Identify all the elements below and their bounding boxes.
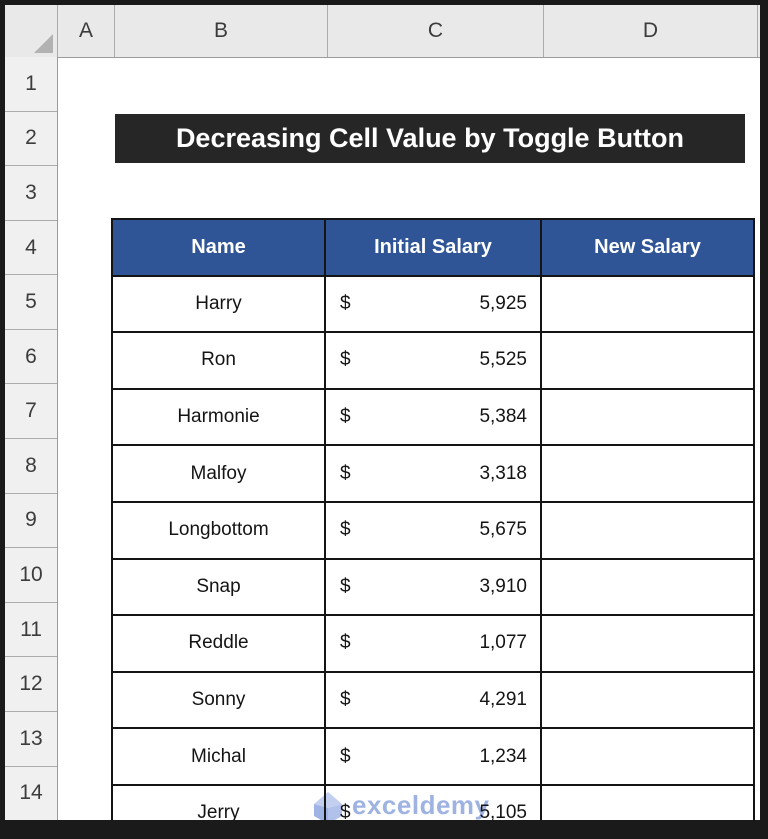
initial-salary-cell[interactable]: $4,291 bbox=[324, 670, 542, 730]
new-salary-cell[interactable] bbox=[540, 387, 755, 447]
row-header-6[interactable]: 6 bbox=[5, 330, 57, 385]
row-header-14[interactable]: 14 bbox=[19, 781, 43, 805]
new-salary-cell[interactable] bbox=[540, 444, 755, 503]
new-salary-cell[interactable] bbox=[540, 783, 755, 820]
table-row: Longbottom $5,675 bbox=[111, 500, 755, 560]
row-header-10[interactable]: 10 bbox=[5, 548, 57, 603]
new-salary-cell[interactable] bbox=[540, 500, 755, 560]
initial-salary-cell[interactable]: $5,675 bbox=[324, 500, 542, 560]
new-salary-cell[interactable] bbox=[540, 274, 755, 334]
name-cell[interactable]: Snap bbox=[111, 557, 326, 617]
initial-salary-cell[interactable]: $1,077 bbox=[324, 614, 542, 673]
initial-salary-cell[interactable]: $5,925 bbox=[324, 274, 542, 334]
currency-symbol: $ bbox=[340, 632, 351, 654]
currency-symbol: $ bbox=[340, 462, 351, 484]
row-header-13[interactable]: 13 bbox=[5, 712, 57, 767]
select-all-triangle-icon bbox=[34, 34, 53, 53]
table-row: Harry $5,925 bbox=[111, 274, 755, 334]
column-header-strip: A B C D bbox=[5, 5, 760, 58]
salary-value: 3,910 bbox=[479, 575, 527, 597]
table-row: Michal $1,234 bbox=[111, 727, 755, 786]
currency-symbol: $ bbox=[340, 689, 351, 711]
select-all-corner[interactable] bbox=[5, 5, 58, 57]
row-header-strip: 1 2 3 4 5 6 7 8 9 10 11 12 13 14 bbox=[5, 57, 58, 820]
initial-salary-cell[interactable]: $5,525 bbox=[324, 331, 542, 390]
name-cell[interactable]: Longbottom bbox=[111, 500, 326, 560]
currency-symbol: $ bbox=[340, 745, 351, 767]
salary-table: Name Initial Salary New Salary Harry $5,… bbox=[111, 218, 755, 820]
column-header-c[interactable]: C bbox=[328, 5, 544, 57]
new-salary-cell[interactable] bbox=[540, 614, 755, 673]
column-header-b[interactable]: B bbox=[115, 5, 328, 57]
header-initial-salary[interactable]: Initial Salary bbox=[324, 218, 542, 277]
new-salary-cell[interactable] bbox=[540, 331, 755, 390]
table-row: Malfoy $3,318 bbox=[111, 444, 755, 503]
salary-value: 5,384 bbox=[479, 406, 527, 428]
initial-salary-cell[interactable]: $5,105 bbox=[324, 783, 542, 820]
row-header-4[interactable]: 4 bbox=[5, 221, 57, 276]
header-name[interactable]: Name bbox=[111, 218, 326, 277]
salary-value: 1,234 bbox=[479, 745, 527, 767]
initial-salary-cell[interactable]: $3,910 bbox=[324, 557, 542, 617]
row-header-5[interactable]: 5 bbox=[5, 275, 57, 330]
table-row: Reddle $1,077 bbox=[111, 614, 755, 673]
row-header-2[interactable]: 2 bbox=[5, 112, 57, 167]
currency-symbol: $ bbox=[340, 349, 351, 371]
row-header-8[interactable]: 8 bbox=[5, 439, 57, 494]
table-row: Sonny $4,291 bbox=[111, 670, 755, 730]
row-header-7[interactable]: 7 bbox=[5, 384, 57, 440]
column-header-a[interactable]: A bbox=[58, 5, 115, 57]
table-row: Snap $3,910 bbox=[111, 557, 755, 617]
name-cell[interactable]: Ron bbox=[111, 331, 326, 390]
table-row: Harmonie $5,384 bbox=[111, 387, 755, 447]
name-cell[interactable]: Michal bbox=[111, 727, 326, 786]
currency-symbol: $ bbox=[340, 802, 351, 820]
row-header-3[interactable]: 3 bbox=[5, 166, 57, 221]
row-header-1[interactable]: 1 bbox=[5, 57, 57, 112]
currency-symbol: $ bbox=[340, 575, 351, 597]
salary-value: 5,105 bbox=[479, 802, 527, 820]
column-header-d[interactable]: D bbox=[544, 5, 758, 57]
name-cell[interactable]: Harmonie bbox=[111, 387, 326, 447]
table-header-row: Name Initial Salary New Salary bbox=[111, 218, 755, 277]
salary-value: 1,077 bbox=[479, 632, 527, 654]
table-row: Ron $5,525 bbox=[111, 331, 755, 390]
currency-symbol: $ bbox=[340, 406, 351, 428]
new-salary-cell[interactable] bbox=[540, 727, 755, 786]
header-new-salary[interactable]: New Salary bbox=[540, 218, 755, 277]
salary-value: 5,925 bbox=[479, 292, 527, 314]
new-salary-cell[interactable] bbox=[540, 557, 755, 617]
name-cell[interactable]: Malfoy bbox=[111, 444, 326, 503]
name-cell[interactable]: Reddle bbox=[111, 614, 326, 673]
initial-salary-cell[interactable]: $1,234 bbox=[324, 727, 542, 786]
currency-symbol: $ bbox=[340, 292, 351, 314]
currency-symbol: $ bbox=[340, 519, 351, 541]
salary-value: 4,291 bbox=[479, 689, 527, 711]
column-header-e-sliver[interactable] bbox=[758, 5, 760, 57]
table-row: Jerry $5,105 bbox=[111, 783, 755, 820]
salary-value: 5,525 bbox=[479, 349, 527, 371]
name-cell[interactable]: Harry bbox=[111, 274, 326, 334]
new-salary-cell[interactable] bbox=[540, 670, 755, 730]
worksheet: A B C D 1 2 3 4 5 6 7 8 9 10 11 12 13 14… bbox=[5, 5, 760, 820]
row-header-11[interactable]: 11 bbox=[5, 603, 57, 658]
name-cell[interactable]: Jerry bbox=[111, 783, 326, 820]
initial-salary-cell[interactable]: $5,384 bbox=[324, 387, 542, 447]
salary-value: 3,318 bbox=[479, 462, 527, 484]
initial-salary-cell[interactable]: $3,318 bbox=[324, 444, 542, 503]
row-header-12[interactable]: 12 bbox=[5, 657, 57, 712]
name-cell[interactable]: Sonny bbox=[111, 670, 326, 730]
title-banner[interactable]: Decreasing Cell Value by Toggle Button bbox=[115, 114, 745, 163]
salary-value: 5,675 bbox=[479, 519, 527, 541]
row-header-9[interactable]: 9 bbox=[5, 494, 57, 549]
